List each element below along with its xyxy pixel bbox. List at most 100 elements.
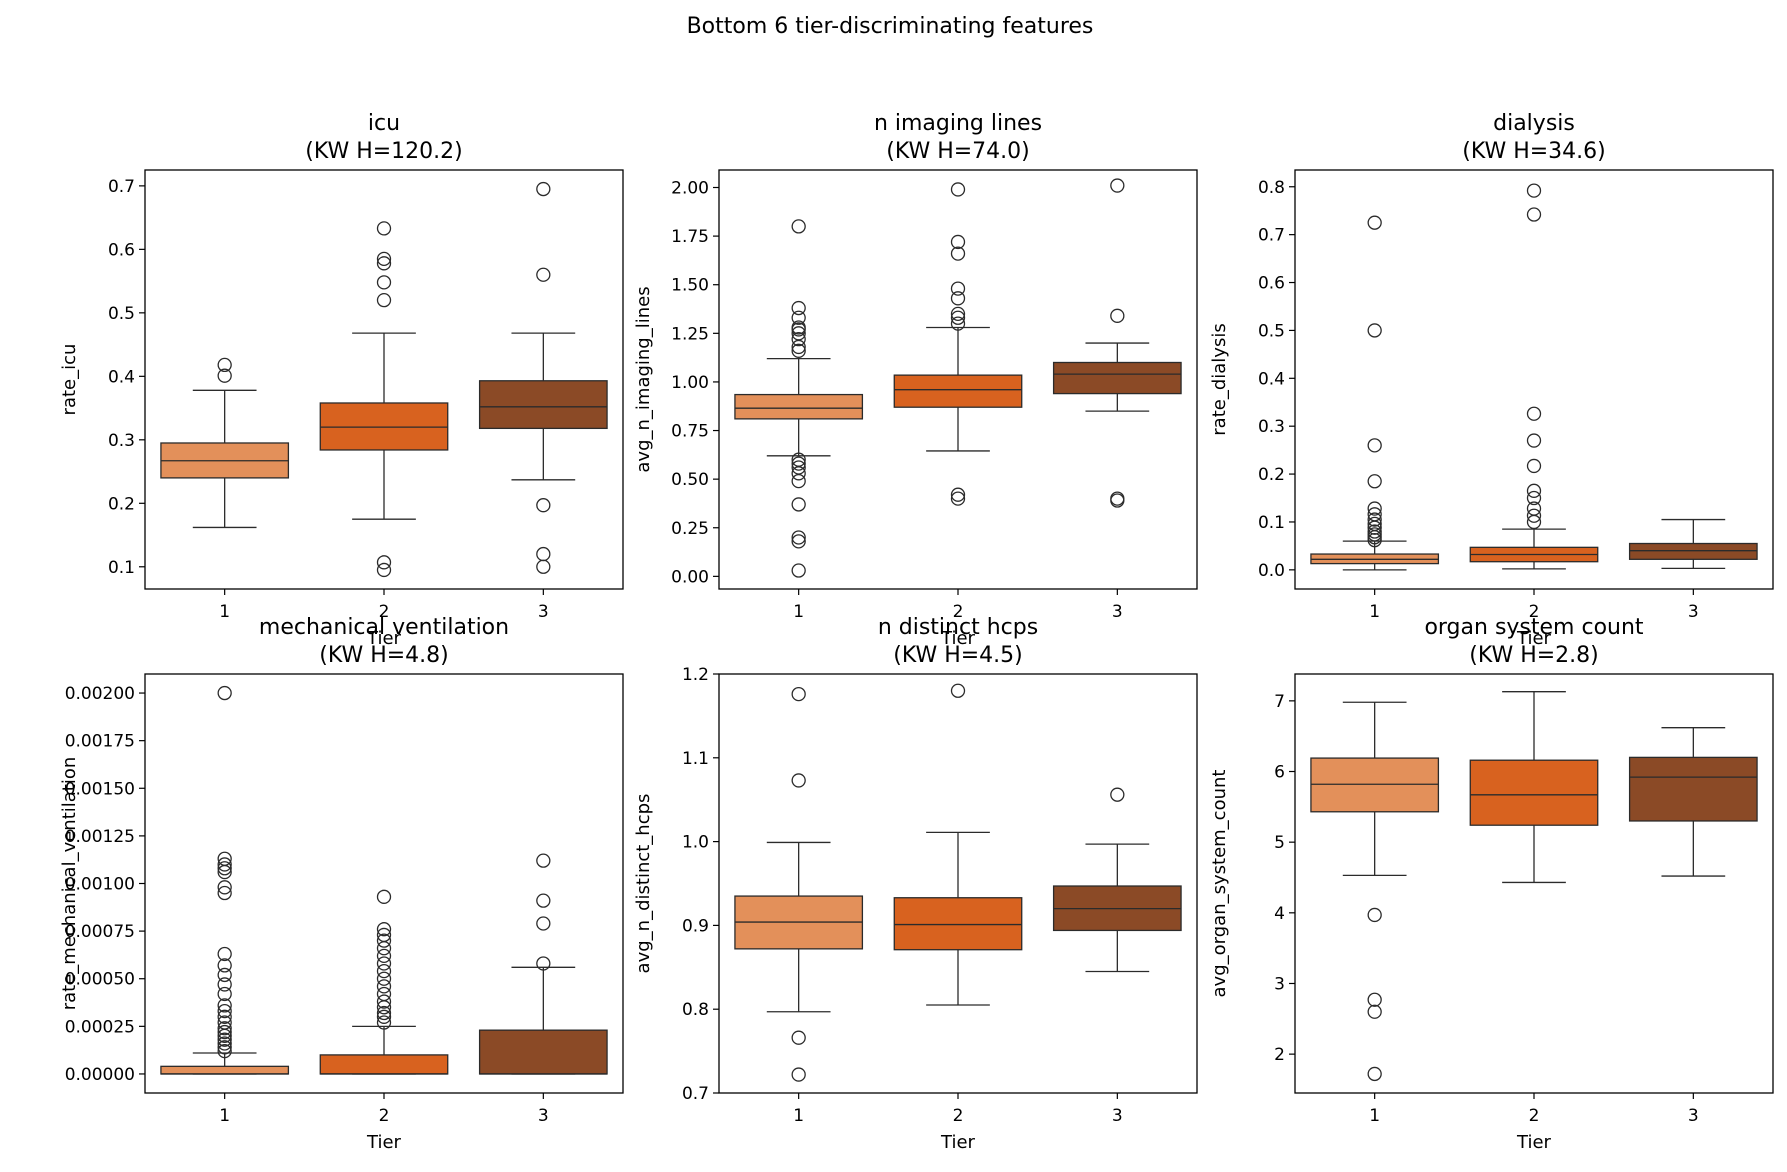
outlier-point	[217, 851, 232, 866]
outlier-point	[376, 256, 392, 271]
outlier-point	[217, 986, 232, 1002]
x-axis-label: Tier	[940, 628, 976, 649]
panel-subtitle: (KW H=34.6)	[1462, 139, 1606, 164]
panel-5: n distinct hcps (KW H=4.5) 0.7 0.8 0.9 1.0 1.1…	[633, 615, 1198, 1153]
y-tick-label: 1.2	[682, 665, 709, 685]
iqr-box	[478, 1029, 608, 1075]
y-tick-label: 0.6	[108, 240, 135, 260]
outlier-point	[376, 979, 392, 994]
outlier-point	[376, 971, 392, 986]
outlier-point	[791, 452, 806, 467]
outlier-point	[1526, 433, 1542, 448]
outlier-point	[376, 927, 392, 943]
outlier-point	[1526, 508, 1542, 523]
y-axis-label: avg_n_distinct_hcps	[633, 794, 654, 974]
x-tick-label: 3	[1688, 1106, 1699, 1126]
y-tick-label: 0.00025	[65, 1017, 135, 1037]
outlier-point	[376, 292, 392, 308]
y-tick-label: 1.50	[671, 276, 709, 296]
outlier-point	[791, 497, 806, 512]
outlier-point	[791, 773, 806, 788]
y-tick-label: 0.25	[671, 519, 709, 539]
x-tick-label: 3	[1112, 602, 1123, 622]
outlier-point	[376, 933, 392, 948]
outlier-point	[791, 534, 806, 549]
panel-title: mechanical ventilation	[259, 615, 509, 640]
y-tick-label: 1.00	[671, 373, 709, 393]
outlier-point	[376, 922, 392, 937]
outlier-point	[1367, 501, 1382, 516]
panel-title: dialysis	[1493, 111, 1575, 136]
y-axis-label: rate_mechanical_ventilation	[59, 757, 80, 1011]
outlier-point	[217, 977, 232, 992]
panel-title: icu	[368, 111, 400, 136]
outlier-point	[536, 267, 551, 282]
outlier-point	[376, 221, 392, 236]
panel-title: n distinct hcps	[878, 615, 1038, 640]
outlier-point	[217, 1003, 232, 1019]
box-tier-2	[1469, 691, 1599, 884]
iqr-box	[1628, 756, 1758, 822]
box-tier-2	[893, 683, 1023, 1006]
panel-title: n imaging lines	[874, 111, 1042, 136]
outlier-point	[536, 853, 551, 868]
figure-suptitle: Bottom 6 tier-discriminating features	[687, 14, 1094, 39]
outlier-point	[791, 473, 806, 489]
iqr-box	[478, 380, 608, 430]
y-tick-label: 7	[1274, 692, 1285, 712]
outlier-point	[376, 251, 392, 267]
box-tier-1	[734, 686, 864, 1082]
outlier-point	[376, 275, 392, 290]
x-tick-label: 3	[1688, 602, 1699, 622]
outlier-point	[791, 310, 806, 325]
panel-subtitle: (KW H=120.2)	[305, 139, 463, 164]
x-axis-label: Tier	[366, 1132, 402, 1153]
y-tick-label: 0.00	[671, 567, 709, 587]
iqr-box	[160, 1065, 290, 1075]
iqr-box	[1469, 759, 1599, 826]
panel-3: dialysis (KW H=34.6) 0.0 0.1 0.2 0.3 0.4 0.5 0.6…	[1209, 111, 1774, 649]
outlier-point	[1367, 1004, 1382, 1019]
panel-4: mechanical ventilation (KW H=4.8) 0.00000 0…	[59, 615, 624, 1153]
box-tier-3	[478, 181, 608, 574]
outlier-point	[536, 956, 551, 971]
outlier-point	[376, 1005, 392, 1021]
outlier-point	[1367, 512, 1382, 527]
panel-subtitle: (KW H=2.8)	[1469, 643, 1599, 668]
outlier-point	[1367, 524, 1382, 539]
y-tick-label: 0.75	[671, 422, 709, 442]
outlier-point	[536, 559, 551, 574]
outlier-point	[950, 234, 966, 250]
outlier-point	[536, 546, 551, 562]
outlier-point	[217, 1015, 232, 1030]
outlier-point	[1526, 490, 1542, 506]
outlier-point	[1526, 406, 1542, 421]
outlier-point	[950, 182, 966, 197]
outlier-point	[1110, 787, 1125, 802]
outlier-point	[791, 460, 806, 475]
x-tick-label: 1	[793, 1106, 804, 1126]
outlier-point	[950, 246, 966, 261]
outlier-point	[950, 316, 966, 331]
outlier-point	[376, 562, 392, 578]
panel-subtitle: (KW H=4.5)	[893, 643, 1023, 668]
outlier-point	[376, 555, 392, 570]
panel-subtitle: (KW H=74.0)	[886, 139, 1030, 164]
outlier-point	[376, 1009, 392, 1024]
outlier-point	[1110, 491, 1125, 506]
box-tier-3	[478, 853, 608, 1075]
y-tick-label: 0.00100	[65, 875, 135, 895]
outlier-point	[791, 300, 806, 316]
y-tick-label: 0.8	[1258, 178, 1285, 198]
y-tick-label: 0.00050	[65, 970, 135, 990]
y-tick-label: 0.5	[1258, 321, 1285, 341]
outlier-point	[376, 986, 392, 1002]
outlier-point	[950, 281, 966, 296]
outlier-point	[217, 1032, 232, 1047]
box-tier-1	[160, 357, 290, 529]
outlier-point	[1367, 516, 1382, 532]
y-tick-label: 0.2	[1258, 465, 1285, 485]
outlier-point	[217, 1021, 232, 1036]
outlier-point	[950, 487, 966, 502]
outlier-point	[217, 880, 232, 895]
